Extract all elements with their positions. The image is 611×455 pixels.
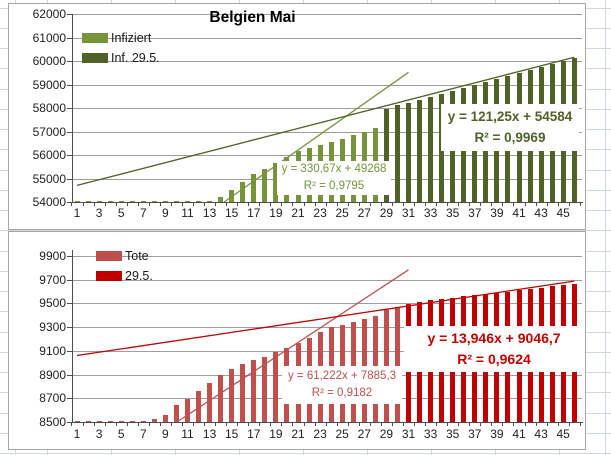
legend-label: Tote (125, 249, 149, 263)
infiziert-swatch-icon (82, 33, 108, 43)
equation-text: y = 330,67x + 49268 (281, 162, 387, 175)
29-5-swatch-icon (96, 271, 122, 281)
worksheet-gridline (0, 453, 611, 455)
inf-29-5-swatch-icon (82, 53, 108, 63)
equation-text: y = 13,946x + 9046,7 (427, 330, 561, 346)
r-squared-text: R² = 0,9795 (303, 180, 365, 192)
equation-text: y = 61,222x + 7885,3 (287, 369, 397, 382)
trendline-equation-inf-29-5: y = 121,25x + 54584 R² = 0,9969 (441, 104, 579, 151)
r-squared-text: R² = 0,9624 (457, 351, 531, 367)
tote-swatch-icon (96, 251, 122, 261)
trendline-equation-tote: y = 61,222x + 7885,3 R² = 0,9182 (282, 366, 402, 404)
trendline (76, 280, 575, 357)
chart-title: Belgien Mai (209, 9, 296, 26)
trendline-equation-29-5: y = 13,946x + 9046,7 R² = 0,9624 (404, 326, 584, 372)
worksheet-gridline (605, 0, 606, 455)
legend-item-29-5[interactable]: 29.5. (96, 269, 153, 283)
r-squared-text: R² = 0,9182 (311, 387, 373, 399)
legend-label: 29.5. (125, 269, 153, 283)
trendline (76, 56, 575, 187)
legend-item-tote[interactable]: Tote (96, 249, 149, 263)
legend-label: Inf. 29.5. (111, 51, 160, 65)
legend-label: Infiziert (111, 31, 152, 45)
equation-text: y = 121,25x + 54584 (447, 109, 573, 125)
r-squared-text: R² = 0,9969 (474, 129, 546, 145)
trendline (176, 269, 409, 423)
legend-item-infiziert[interactable]: Infiziert (82, 31, 151, 45)
worksheet-gridline (0, 230, 611, 232)
legend-item-inf-29-5[interactable]: Inf. 29.5. (82, 51, 160, 65)
trendline-equation-infiziert: y = 330,67x + 49268 R² = 0,9795 (277, 161, 391, 195)
